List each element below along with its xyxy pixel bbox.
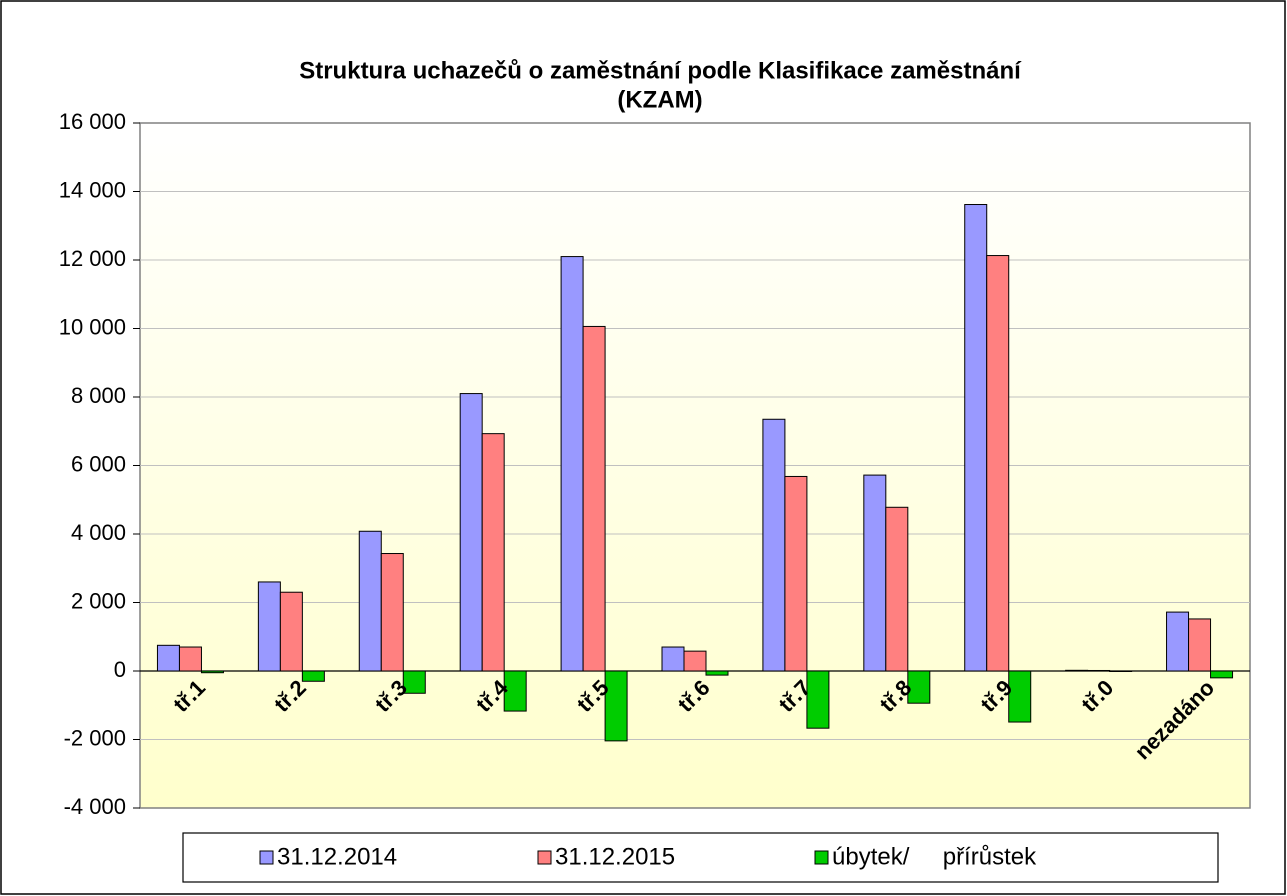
bar xyxy=(402,670,426,694)
bar xyxy=(784,475,808,672)
y-tick-label: 2 000 xyxy=(71,588,126,613)
y-tick-label: 14 000 xyxy=(59,177,126,202)
bar xyxy=(1109,670,1133,672)
bar xyxy=(986,255,1010,672)
bar xyxy=(200,670,224,674)
bar xyxy=(683,650,707,672)
y-tick-label: 4 000 xyxy=(71,520,126,545)
bar xyxy=(1065,669,1089,672)
bar xyxy=(806,670,830,729)
legend xyxy=(182,832,1219,883)
bar xyxy=(481,433,505,672)
bar xyxy=(1008,670,1032,723)
bar xyxy=(1166,611,1190,672)
bar xyxy=(705,670,729,676)
legend-swatch xyxy=(814,850,829,865)
y-tick-label: -2 000 xyxy=(64,725,126,750)
bar xyxy=(279,591,303,672)
y-tick-label: 8 000 xyxy=(71,383,126,408)
bar xyxy=(582,325,606,672)
bar xyxy=(885,506,909,672)
bar xyxy=(380,553,404,672)
bar xyxy=(257,581,281,672)
legend-swatch xyxy=(259,850,274,865)
y-tick-label: 10 000 xyxy=(59,314,126,339)
bar xyxy=(156,644,180,672)
legend-label: 31.12.2014 xyxy=(277,843,397,870)
y-tick-label: 16 000 xyxy=(59,109,126,134)
chart-title: (KZAM) xyxy=(617,86,702,113)
legend-label: 31.12.2015 xyxy=(555,843,675,870)
bar xyxy=(1210,670,1234,679)
bar xyxy=(301,670,325,682)
bar xyxy=(178,646,202,672)
chart-title: Struktura uchazečů o zaměstnání podle Kl… xyxy=(299,57,1022,84)
bar xyxy=(907,670,931,704)
legend-swatch xyxy=(537,850,552,865)
y-tick-label: 12 000 xyxy=(59,246,126,271)
legend-label: úbytek/ přírůstek xyxy=(832,843,1037,870)
bar xyxy=(358,530,382,672)
y-tick-label: 0 xyxy=(114,657,126,682)
bar xyxy=(1188,618,1212,672)
bar xyxy=(762,418,786,672)
bar xyxy=(560,256,584,672)
y-tick-label: 6 000 xyxy=(71,451,126,476)
bar xyxy=(604,670,628,742)
bar xyxy=(503,670,527,712)
bar xyxy=(863,474,887,672)
bar xyxy=(1087,669,1111,672)
y-tick-label: -4 000 xyxy=(64,794,126,819)
bar xyxy=(661,646,685,672)
bar xyxy=(459,393,483,672)
bar xyxy=(964,204,988,672)
